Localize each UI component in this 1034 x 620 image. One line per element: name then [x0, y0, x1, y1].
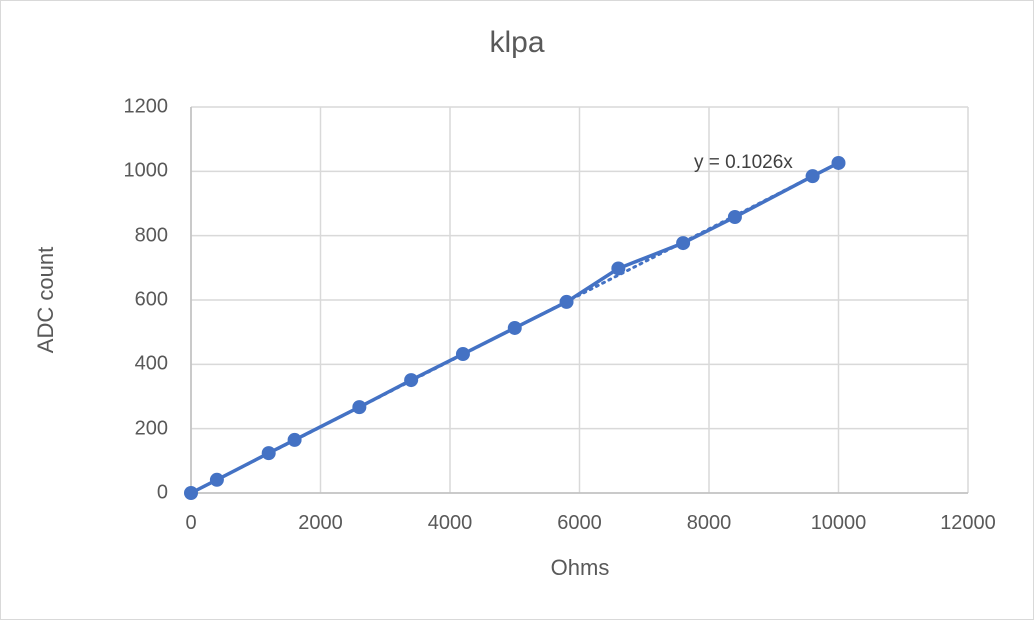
y-tick-label: 800 — [134, 224, 168, 247]
data-point-marker — [831, 155, 846, 170]
data-point-marker — [287, 432, 302, 447]
x-tick-label: 12000 — [940, 512, 996, 534]
trendline-equation: y = 0.1026x — [694, 152, 793, 173]
x-tick-label: 2000 — [298, 512, 343, 534]
x-tick-label: 4000 — [427, 512, 473, 534]
y-tick-label: 600 — [134, 288, 168, 311]
x-tick-label: 6000 — [557, 512, 602, 534]
data-point-marker — [352, 400, 367, 415]
data-point-marker — [611, 261, 626, 276]
x-tick-label: 10000 — [810, 512, 867, 534]
y-tick-label: 200 — [134, 417, 168, 440]
data-point-marker — [455, 347, 470, 362]
data-point-marker — [184, 486, 198, 500]
data-series — [184, 155, 846, 500]
y-axis-label: ADC count — [33, 246, 58, 354]
data-point-marker — [676, 236, 691, 251]
data-point-marker — [727, 210, 742, 225]
x-tick-label: 8000 — [686, 512, 732, 534]
y-tick-label: 1200 — [123, 95, 169, 118]
data-point-marker — [261, 446, 276, 461]
gridlines — [190, 106, 969, 494]
data-point-marker — [507, 320, 522, 335]
x-tick-label: 0 — [185, 512, 197, 534]
data-point-marker — [209, 472, 224, 487]
y-tick-label: 400 — [134, 352, 168, 375]
y-tick-label: 1000 — [123, 159, 169, 182]
data-point-marker — [805, 169, 820, 184]
y-tick-label: 0 — [156, 481, 168, 504]
chart-title: klpa — [489, 26, 545, 59]
data-point-marker — [559, 294, 574, 309]
x-axis-label: Ohms — [550, 555, 610, 580]
data-point-marker — [404, 373, 419, 388]
